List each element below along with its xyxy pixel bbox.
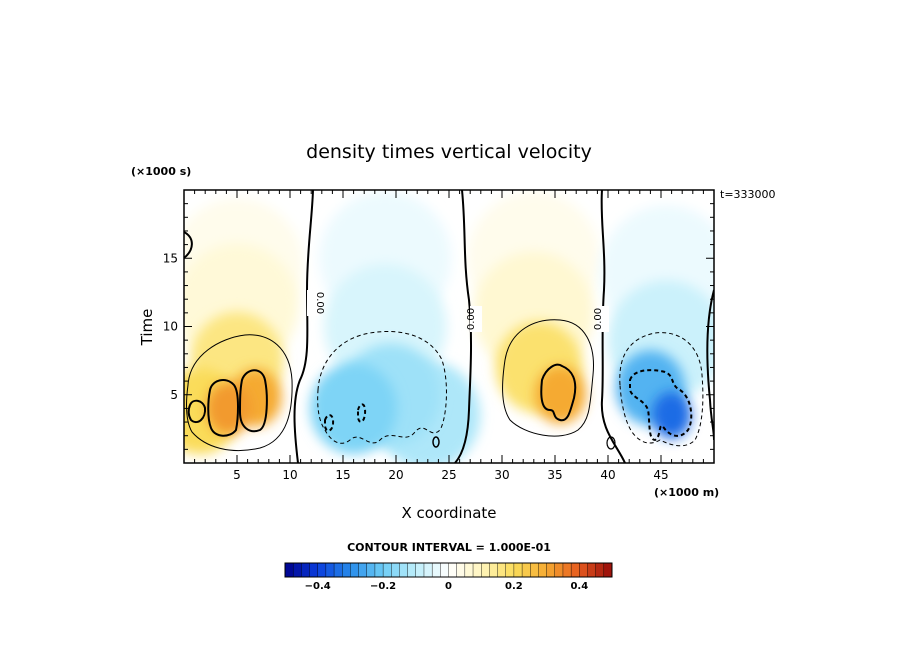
colorbar-swatch	[350, 562, 360, 578]
colorbar-swatch	[333, 562, 343, 578]
zero-contour-label-1: 0.00	[314, 292, 325, 314]
x-unit-label: (×1000 m)	[654, 486, 719, 499]
colorbar-swatch	[513, 562, 523, 578]
zero-contour-label-3: 0.00	[593, 308, 604, 330]
colorbar-swatch	[546, 562, 556, 578]
zero-label-bg-1	[307, 290, 319, 316]
x-tick-label: 15	[335, 468, 350, 482]
y-axis-ticks: 5 10 15	[163, 203, 714, 450]
colorbar-swatch	[472, 562, 482, 578]
y-tick-label: 10	[163, 320, 178, 334]
positive-contour-inner-2	[207, 378, 239, 437]
positive-contour-outer-2	[502, 319, 594, 437]
zero-label-bg-2	[470, 306, 482, 332]
colorbar-swatch	[366, 562, 376, 578]
colorbar-tick-label: 0.4	[570, 581, 588, 592]
colorbar-swatch	[431, 562, 441, 578]
x-tick-label: 45	[653, 468, 668, 482]
colorbar-swatch	[530, 562, 539, 578]
colorbar-frame	[284, 562, 613, 578]
zero-label-bg-3	[597, 306, 609, 332]
colorbar-swatch	[603, 562, 613, 578]
colorbar-swatch	[554, 562, 564, 578]
colorbar-swatch	[358, 562, 368, 578]
zero-contour-1	[293, 190, 314, 463]
field-cell	[652, 391, 692, 439]
colorbar-swatch	[587, 562, 597, 578]
x-tick-label: 20	[388, 468, 403, 482]
field-cell	[534, 365, 586, 424]
colorbar-swatch	[521, 562, 531, 578]
x-tick-label: 30	[494, 468, 509, 482]
x-tick-label: 40	[600, 468, 615, 482]
time-stamp: t=333000	[720, 188, 776, 201]
colorbar-ticks: −0.4 −0.2 0 0.2 0.4	[305, 581, 589, 592]
zero-contour-labels: 0.00 0.00 0.00	[307, 290, 609, 332]
colorbar-swatch	[481, 562, 490, 578]
colorbar-swatch	[309, 562, 319, 578]
colorbar-swatch	[448, 562, 458, 578]
y-tick-label: 5	[170, 388, 178, 402]
y-tick-label: 15	[163, 251, 178, 265]
colorbar-swatch	[440, 562, 450, 578]
colorbar-swatch	[284, 562, 294, 578]
x-axis-ticks: 5 10 15 20 25 30 35 40 45	[194, 190, 704, 482]
colorbar-swatch	[562, 562, 572, 578]
colorbar	[284, 562, 613, 578]
y-unit-label: (×1000 s)	[131, 165, 191, 178]
colorbar-swatch	[292, 562, 302, 578]
colorbar-tick-label: −0.4	[305, 581, 331, 592]
colorbar-swatch	[399, 562, 409, 578]
x-tick-label: 25	[441, 468, 456, 482]
colorbar-swatch	[391, 562, 400, 578]
negative-contour-outer-2	[619, 332, 704, 447]
positive-contour-inner-3	[238, 369, 268, 433]
colorbar-swatch	[497, 562, 507, 578]
positive-contour-inner-4	[540, 363, 577, 422]
zero-contour-small-1	[432, 436, 440, 448]
colorbar-swatch	[570, 562, 580, 578]
colorbar-swatch	[538, 562, 548, 578]
zero-contour-label-2: 0.00	[466, 308, 477, 330]
x-tick-label: 35	[547, 468, 562, 482]
colorbar-tick-label: 0	[445, 581, 452, 592]
chart-title: density times vertical velocity	[306, 141, 592, 163]
colorbar-swatch	[407, 562, 417, 578]
positive-contour-outer-1	[186, 334, 293, 452]
zero-contour-2	[454, 190, 473, 463]
colorbar-tick-label: −0.2	[370, 581, 396, 592]
colorbar-swatch	[342, 562, 351, 578]
negative-contour-inner-2	[357, 403, 367, 423]
x-axis-label: X coordinate	[401, 504, 496, 522]
field-blobs	[184, 191, 714, 463]
zero-contour-edge-left	[184, 231, 193, 259]
zero-contour-small-2	[606, 436, 616, 450]
colorbar-swatch	[579, 562, 588, 578]
colorbar-swatch	[489, 562, 499, 578]
contour-interval-text: CONTOUR INTERVAL = 1.000E-01	[347, 541, 551, 554]
colorbar-swatch	[456, 562, 466, 578]
negative-contour-outer-1	[317, 330, 447, 444]
colorbar-tick-label: 0.2	[505, 581, 523, 592]
colorbar-swatch	[382, 562, 392, 578]
colorbar-swatch	[505, 562, 515, 578]
colorbar-swatch	[464, 562, 474, 578]
x-tick-label: 5	[233, 468, 241, 482]
zero-contour-3	[600, 190, 626, 463]
colorbar-swatch	[595, 562, 605, 578]
colorbar-swatch	[423, 562, 433, 578]
y-axis-label: Time	[138, 309, 156, 347]
colorbar-swatch	[317, 562, 327, 578]
x-tick-label: 10	[282, 468, 297, 482]
colorbar-swatch	[374, 562, 384, 578]
colorbar-swatch	[301, 562, 311, 578]
positive-contour-inner-1	[187, 399, 207, 424]
colorbar-swatch	[325, 562, 335, 578]
colorbar-swatch	[415, 562, 425, 578]
heatmap-field	[184, 190, 714, 463]
field-cell	[310, 362, 398, 455]
negative-contour-inner-1	[324, 414, 335, 432]
